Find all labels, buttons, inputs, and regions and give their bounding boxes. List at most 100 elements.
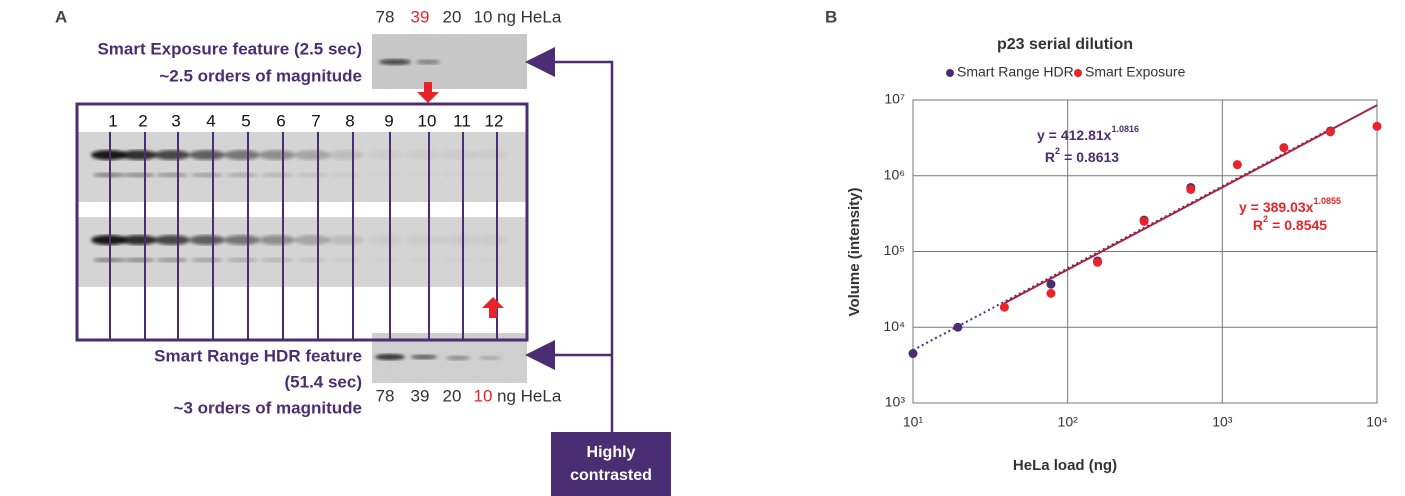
- lane-number: 12: [485, 111, 504, 130]
- y-tick-label: 10⁷: [884, 91, 905, 107]
- blot-band: [446, 356, 470, 360]
- data-point: [1093, 258, 1102, 267]
- fit-exponent: 1.0816: [1111, 124, 1139, 134]
- blot-band: [259, 150, 295, 160]
- panel-a: A Smart Exposure feature (2.5 sec) ~2.5 …: [55, 7, 671, 496]
- data-point: [1140, 217, 1149, 226]
- blot-band: [405, 150, 441, 160]
- blot-band: [123, 258, 155, 263]
- panel-label: B: [825, 7, 837, 26]
- blot-band: [191, 173, 223, 178]
- hdr-title: Smart Range HDR feature: [154, 346, 362, 365]
- fit-r-label: R: [1045, 149, 1055, 165]
- lane-number: 11: [453, 111, 471, 130]
- y-tick-label: 10⁵: [884, 242, 905, 258]
- x-tick-label: 10⁴: [1366, 414, 1388, 430]
- blot-band: [154, 150, 190, 160]
- data-point: [1373, 122, 1382, 131]
- blot-band: [330, 258, 362, 263]
- chart-title: p23 serial dilution: [997, 36, 1133, 53]
- legend-label: Smart Exposure: [1085, 64, 1186, 80]
- data-point: [1326, 127, 1335, 136]
- blot-band: [296, 173, 328, 178]
- legend-marker: [946, 69, 954, 77]
- data-point: [953, 323, 962, 332]
- lane-number: 4: [206, 111, 215, 130]
- blot-band: [296, 258, 328, 263]
- blot-band: [367, 235, 403, 245]
- blot-band: [189, 150, 225, 160]
- blot-band: [294, 235, 330, 245]
- lane-load-label: 78: [376, 7, 395, 26]
- unit-label: ng HeLa: [497, 7, 562, 26]
- lane-number: 10: [418, 111, 437, 130]
- panel-b: B p23 serial dilution HeLa load (ng) Vol…: [825, 7, 1388, 473]
- data-point: [1000, 303, 1009, 312]
- callout-text: contrasted: [570, 467, 652, 484]
- blot-band: [261, 258, 293, 263]
- blot-band: [224, 235, 260, 245]
- fit-coefficient: 389.03: [1263, 199, 1306, 215]
- fit-equals: =: [1272, 217, 1280, 233]
- blot-band: [121, 235, 157, 245]
- blot-band: [191, 258, 223, 263]
- fit-equals: =: [1064, 149, 1072, 165]
- blot-band: [226, 173, 258, 178]
- fit-r2-value: 0.8545: [1284, 217, 1327, 233]
- blot-band: [474, 258, 506, 263]
- data-point: [1046, 289, 1055, 298]
- figure: A Smart Exposure feature (2.5 sec) ~2.5 …: [0, 0, 1405, 496]
- lane-number: 5: [241, 111, 250, 130]
- lane-number: 3: [171, 111, 180, 130]
- fit-r-sup: 2: [1263, 214, 1268, 224]
- x-tick-label: 10²: [1058, 414, 1079, 430]
- highlight-arrow: [482, 297, 504, 318]
- blot-band: [440, 150, 476, 160]
- lane-load-label: 39: [411, 7, 430, 26]
- blot-band: [328, 150, 364, 160]
- lane-number: 1: [108, 111, 117, 130]
- fit-variable: x: [1104, 127, 1112, 143]
- data-point: [909, 349, 918, 358]
- y-tick-label: 10³: [885, 394, 906, 410]
- blot-band: [442, 173, 474, 178]
- exposure-title: Smart Exposure feature (2.5 sec): [97, 39, 362, 58]
- lane-load-label: 20: [443, 7, 462, 26]
- blot-band: [369, 258, 401, 263]
- blot-band: [226, 258, 258, 263]
- blot-band: [375, 354, 405, 360]
- blot-band: [294, 150, 330, 160]
- blot-band: [121, 150, 157, 160]
- fit-variable: x: [1306, 199, 1314, 215]
- legend-label: Smart Range HDR: [957, 64, 1074, 80]
- fit-lhs: y =: [1037, 127, 1057, 143]
- callout-text: Highly: [587, 444, 636, 461]
- blot-band: [330, 173, 362, 178]
- blot-band: [259, 235, 295, 245]
- connector: [530, 62, 612, 432]
- blot-band: [189, 235, 225, 245]
- lane-load-label: 39: [411, 386, 430, 405]
- exposure-range: ~2.5 orders of magnitude: [159, 66, 362, 85]
- data-point: [1186, 185, 1195, 194]
- blot-band: [156, 173, 188, 178]
- blot-band: [328, 235, 364, 245]
- callout-box: [551, 432, 671, 496]
- fit-equation: y =389.03x1.0855: [1239, 196, 1341, 214]
- legend-marker: [1074, 69, 1082, 77]
- fit-equation: y =412.81x1.0816: [1037, 124, 1139, 142]
- blot-band: [416, 60, 440, 65]
- fit-r2: R2=0.8613: [1045, 146, 1119, 164]
- fit-r-label: R: [1253, 217, 1263, 233]
- x-tick-label: 10³: [1212, 414, 1233, 430]
- panel-label: A: [55, 7, 67, 26]
- unit-label: ng HeLa: [497, 386, 562, 405]
- fit-coefficient: 412.81: [1061, 127, 1104, 143]
- blot-band: [405, 235, 441, 245]
- blot-band: [156, 258, 188, 263]
- blot-band: [407, 173, 439, 178]
- blot-band: [474, 173, 506, 178]
- blot-band: [442, 258, 474, 263]
- lane-number: 9: [384, 111, 393, 130]
- x-tick-label: 10¹: [903, 414, 924, 430]
